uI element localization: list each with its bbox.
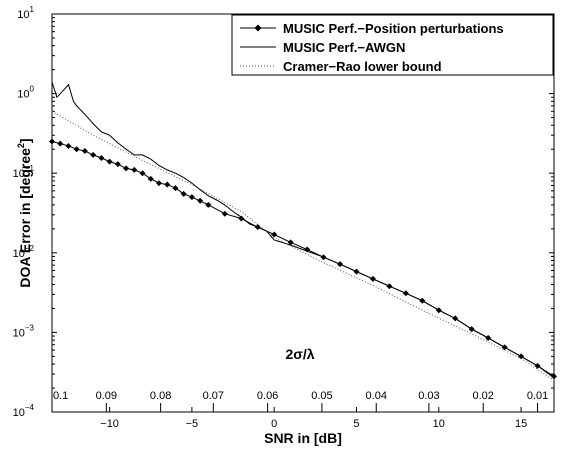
plot-area-frame (51, 13, 555, 413)
series-0-point (114, 161, 121, 168)
x-tick-label: 0 (271, 418, 277, 430)
secondary-tick-label: 0.03 (418, 390, 439, 402)
legend-label-1: MUSIC Perf.−AWGN (283, 40, 405, 55)
legend-box (231, 14, 554, 76)
secondary-tick-label: 0.01 (527, 390, 548, 402)
series-0-point (172, 185, 179, 192)
legend-label-2: Cramer−Rao lower bound (283, 59, 442, 74)
series-line-1 (51, 81, 555, 379)
series-0-point (81, 148, 88, 155)
secondary-tick-label: 0.04 (366, 390, 387, 402)
y-tick-label: 100 (17, 85, 34, 101)
series-0-point (197, 197, 204, 204)
series-0-point (287, 239, 294, 246)
series-0-point (164, 181, 171, 188)
x-tick-label: 10 (433, 418, 445, 430)
x-tick-label: 15 (515, 418, 527, 430)
series-0-point (205, 201, 212, 208)
legend-marker-0 (254, 24, 262, 32)
series-0-point (65, 142, 72, 149)
top-axis-ticks: 0.1 0.09 0.08 0.07 0.06 0.05 0.04 0.03 0.02 0.01 (51, 390, 548, 412)
legend: MUSIC Perf.−Position perturbations MUSIC… (231, 14, 554, 76)
series-0-point (57, 140, 64, 147)
y-axis-title-close: ] (17, 138, 33, 143)
series-0-point (90, 151, 97, 158)
y-tick-label: 10−4 (13, 403, 35, 419)
x-axis-title: SNR in [dB] (264, 430, 342, 446)
x-tick-label: 5 (353, 418, 359, 430)
x-axis-ticks: −10 −5 0 5 10 15 (100, 407, 527, 430)
legend-label-0: MUSIC Perf.−Position perturbations (283, 21, 504, 36)
y-tick-label: 10−1 (13, 164, 35, 180)
y-axis-ticks: 10−4 10−3 10−2 10−1 100 101 (13, 5, 554, 419)
y-tick-label: 101 (17, 5, 34, 21)
x-tick-label: −10 (100, 418, 119, 430)
series-0-point (155, 180, 162, 187)
series-0-point (139, 170, 146, 177)
series-0-point (131, 166, 138, 173)
secondary-tick-label: 0.07 (203, 390, 224, 402)
y-axis-title-main: DOA Error in [degree (17, 148, 33, 288)
series-0-point (238, 215, 245, 222)
x-tick-label: −5 (186, 418, 199, 430)
series-line-2 (51, 110, 555, 381)
secondary-tick-label: 0.06 (257, 390, 278, 402)
series-0-point (180, 190, 187, 197)
series-layer (49, 81, 557, 381)
y-axis-title: DOA Error in [degree2] (16, 138, 33, 287)
y-axis-title-superscript: 2 (16, 143, 26, 148)
secondary-tick-label: 0.02 (473, 390, 494, 402)
series-0-point (98, 155, 105, 162)
series-0-point (221, 210, 228, 217)
y-tick-label: 10−3 (13, 323, 35, 339)
series-0-point (73, 146, 80, 153)
y-tick-label: 10−2 (13, 244, 35, 260)
series-0-point (188, 194, 195, 201)
series-0-point (551, 373, 557, 380)
series-0-point (123, 165, 130, 172)
secondary-tick-label: 0.09 (96, 390, 117, 402)
series-0-point (271, 231, 278, 238)
secondary-tick-label: 0.05 (311, 390, 332, 402)
series-0-point (106, 158, 113, 165)
annotation-label: 2σ/λ (285, 346, 314, 362)
series-0-point (49, 138, 55, 145)
secondary-tick-label: 0.1 (53, 390, 68, 402)
secondary-tick-label: 0.08 (150, 390, 171, 402)
series-0-point (147, 175, 154, 182)
